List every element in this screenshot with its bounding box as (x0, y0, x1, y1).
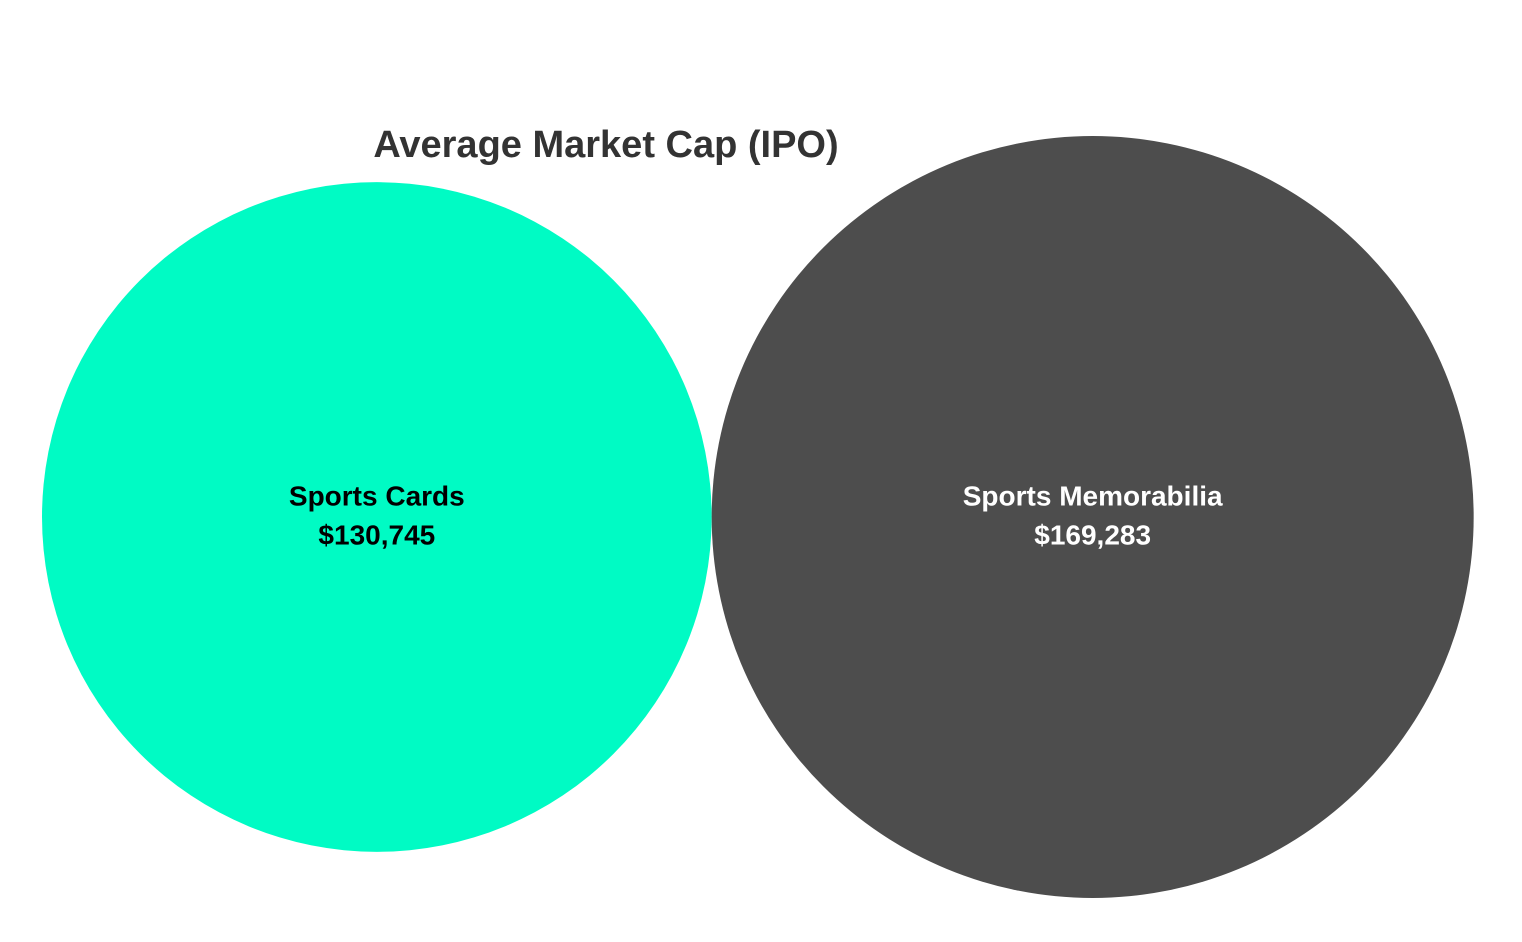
bubble-label: Sports Cards (289, 480, 465, 511)
chart-title: Average Market Cap (IPO) (373, 124, 838, 166)
bubble (711, 136, 1474, 898)
value-label: $169,283 (1034, 519, 1151, 550)
bubble-label: Sports Memorabilia (963, 480, 1223, 511)
bubble (42, 182, 712, 852)
value-label: $130,745 (318, 519, 435, 550)
